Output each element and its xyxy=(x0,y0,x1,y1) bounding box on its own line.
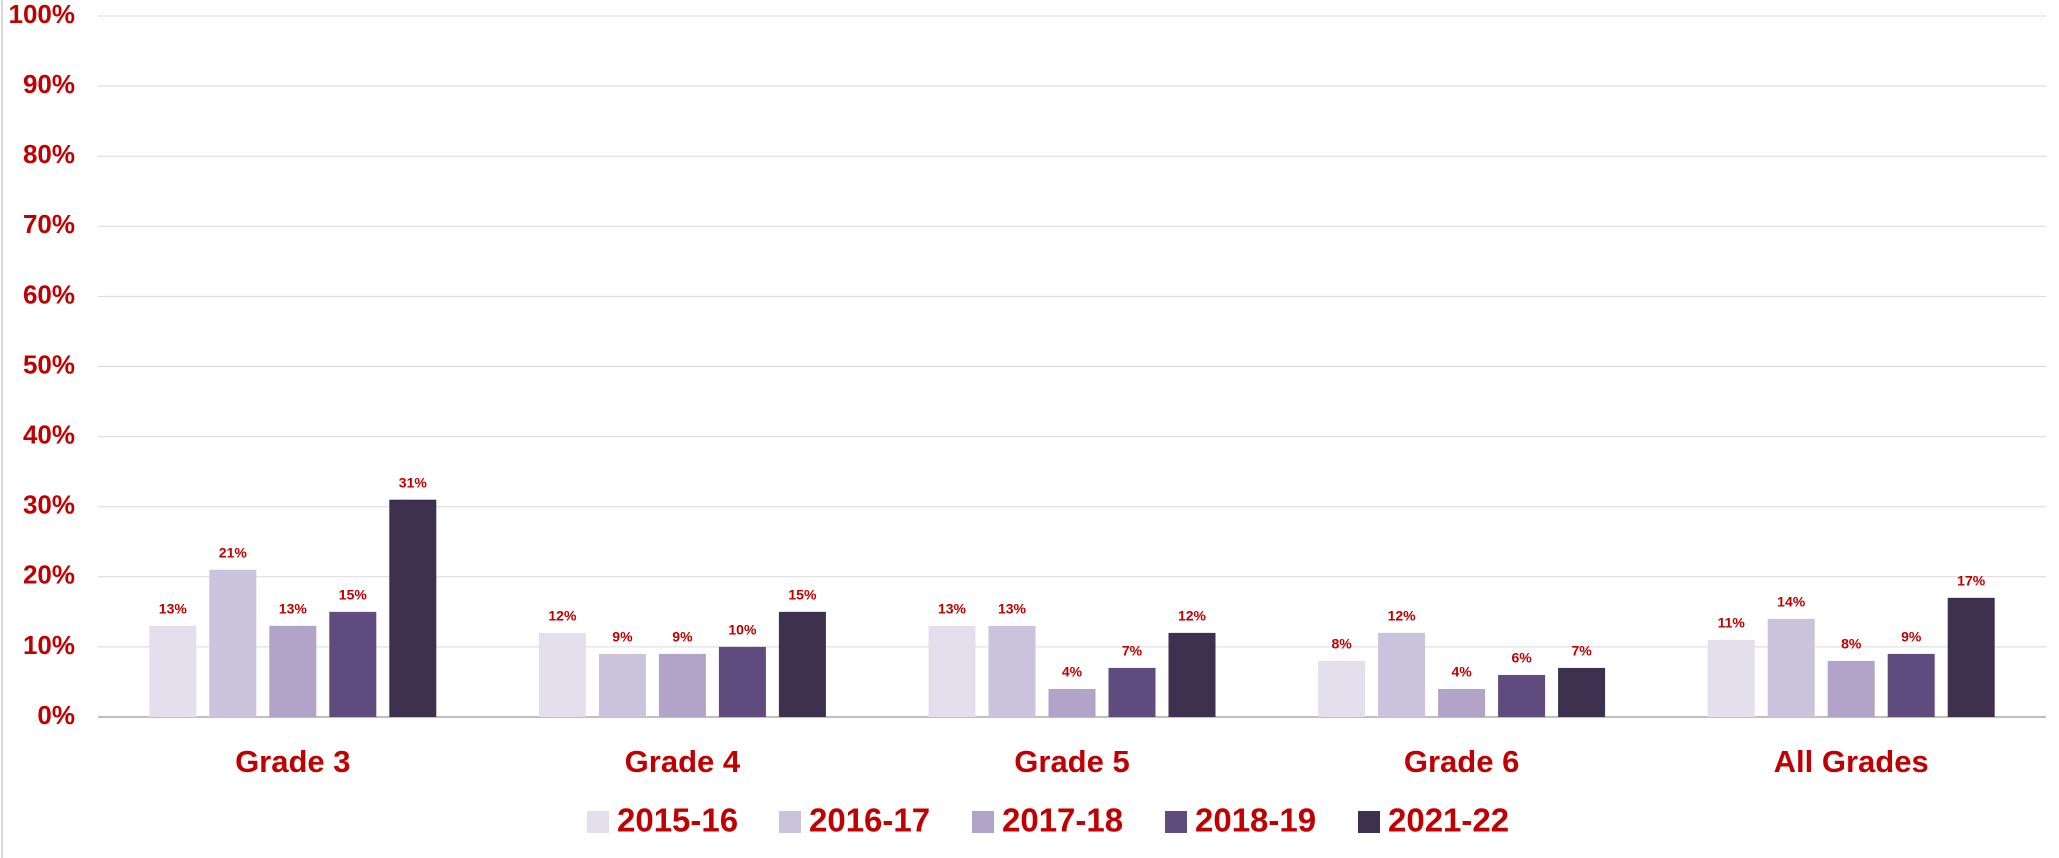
y-tick-label: 90% xyxy=(23,69,75,99)
bar xyxy=(1827,660,1875,717)
data-label: 4% xyxy=(1451,664,1472,680)
legend-label: 2016-17 xyxy=(809,802,930,839)
bar xyxy=(1378,632,1426,717)
x-tick-label: Grade 3 xyxy=(235,744,350,779)
bar xyxy=(1318,660,1366,717)
x-tick-label: Grade 4 xyxy=(625,744,741,779)
legend-label: 2017-18 xyxy=(1002,802,1123,839)
legend-swatch xyxy=(587,811,609,833)
data-label: 21% xyxy=(219,544,248,560)
bar xyxy=(988,625,1036,717)
bar xyxy=(1438,688,1486,717)
legend-swatch xyxy=(1358,811,1380,833)
data-label: 15% xyxy=(788,587,817,603)
bar xyxy=(598,653,646,717)
bar xyxy=(718,646,766,717)
y-tick-label: 10% xyxy=(23,630,75,660)
bar xyxy=(1947,597,1995,717)
data-label: 9% xyxy=(672,629,693,645)
y-tick-label: 100% xyxy=(9,0,76,29)
data-label: 15% xyxy=(339,587,368,603)
data-label: 9% xyxy=(1901,629,1922,645)
legend-swatch xyxy=(972,811,994,833)
y-tick-label: 50% xyxy=(23,349,75,379)
data-label: 6% xyxy=(1511,650,1532,666)
bar xyxy=(329,611,377,717)
data-label: 12% xyxy=(1178,608,1207,624)
data-label: 13% xyxy=(998,601,1027,617)
data-label: 8% xyxy=(1841,636,1862,652)
bar xyxy=(1767,618,1815,717)
y-tick-label: 70% xyxy=(23,209,75,239)
data-label: 8% xyxy=(1331,636,1352,652)
x-tick-label: All Grades xyxy=(1774,744,1929,779)
bar xyxy=(1108,667,1156,717)
legend-label: 2015-16 xyxy=(617,802,738,839)
y-tick-label: 80% xyxy=(23,139,75,169)
legend-label: 2018-19 xyxy=(1195,802,1316,839)
legend-swatch xyxy=(779,811,801,833)
data-label: 4% xyxy=(1062,664,1083,680)
bar xyxy=(1558,667,1606,717)
data-label: 12% xyxy=(1388,608,1417,624)
bar xyxy=(1168,632,1216,717)
x-tick-label: Grade 5 xyxy=(1014,744,1129,779)
y-tick-label: 20% xyxy=(23,560,75,590)
y-tick-label: 40% xyxy=(23,419,75,449)
y-tick-label: 60% xyxy=(23,279,75,309)
data-label: 11% xyxy=(1718,615,1746,631)
data-label: 17% xyxy=(1957,573,1986,589)
bar xyxy=(1498,674,1546,717)
x-tick-label: Grade 6 xyxy=(1404,744,1519,779)
legend-label: 2021-22 xyxy=(1388,802,1509,839)
data-label: 7% xyxy=(1571,643,1592,659)
data-label: 12% xyxy=(548,608,577,624)
bar xyxy=(389,499,437,717)
y-tick-label: 30% xyxy=(23,490,75,520)
data-label: 9% xyxy=(612,629,633,645)
bar xyxy=(658,653,706,717)
bar xyxy=(1707,639,1755,717)
bar xyxy=(538,632,586,717)
bar xyxy=(269,625,317,717)
data-label: 13% xyxy=(279,601,308,617)
legend-swatch xyxy=(1165,811,1187,833)
y-tick-label: 0% xyxy=(37,700,75,730)
data-label: 14% xyxy=(1777,594,1806,610)
bar xyxy=(1887,653,1935,717)
data-label: 13% xyxy=(938,601,967,617)
data-label: 10% xyxy=(728,622,757,638)
bar xyxy=(209,569,257,717)
bar xyxy=(778,611,826,717)
data-label: 31% xyxy=(399,474,428,490)
bar xyxy=(1048,688,1096,717)
bar xyxy=(928,625,976,717)
bar xyxy=(149,625,197,717)
data-label: 13% xyxy=(159,601,188,617)
data-label: 7% xyxy=(1122,643,1143,659)
